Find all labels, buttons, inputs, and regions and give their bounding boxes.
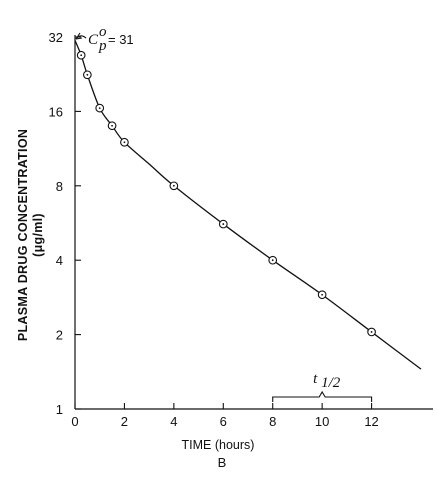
c0-annotation: C o p = 31 [75, 24, 134, 54]
data-point-center [111, 124, 113, 127]
x-tick-label: 4 [170, 414, 177, 429]
half-life-annotation: t 1/2 [272, 371, 373, 402]
x-axis-title: TIME (hours) [182, 438, 255, 452]
data-point-center [271, 259, 274, 262]
y-axis-title-line2: (μg/ml) [31, 213, 45, 257]
concentration-curve [74, 40, 422, 370]
data-point-center [123, 141, 126, 144]
y-tick-label: 2 [56, 328, 63, 343]
points-layer [76, 50, 376, 337]
y-tick-label: 32 [49, 30, 63, 45]
x-tick-label: 2 [121, 414, 128, 429]
c0-superscript: o [99, 24, 107, 40]
panel-label: B [218, 455, 227, 470]
axes [74, 35, 433, 410]
data-point-center [370, 331, 373, 333]
x-axis-ticks: 0 2 4 6 8 10 12 [71, 403, 379, 429]
y-tick-label: 1 [56, 402, 63, 417]
data-point-center [86, 73, 89, 76]
x-tick-label: 0 [71, 414, 78, 429]
y-axis-title-line1: PLASMA DRUG CONCENTRATION [16, 129, 30, 341]
c0-subscript: p [98, 38, 107, 54]
c0-value: = 31 [108, 32, 134, 47]
half-life-subscript: 1/2 [321, 375, 341, 391]
y-tick-label: 8 [56, 179, 63, 194]
y-tick-label: 4 [56, 253, 63, 268]
data-point-center [80, 54, 83, 57]
half-life-symbol: t [313, 371, 318, 387]
data-point-center [222, 223, 225, 225]
curve-layer [74, 40, 422, 370]
c0-arrowhead [75, 32, 83, 40]
half-life-bracket [272, 390, 373, 402]
data-point-center [321, 293, 324, 296]
y-tick-label: 16 [49, 104, 63, 119]
data-point-center [172, 184, 175, 187]
data-point-center [98, 107, 101, 109]
y-axis-title: PLASMA DRUG CONCENTRATION (μg/ml) [16, 129, 45, 341]
x-tick-label: 10 [315, 414, 329, 429]
y-axis-ticks: 1 2 4 8 16 32 [49, 30, 81, 417]
x-tick-label: 8 [269, 414, 276, 429]
c0-symbol: C [88, 32, 99, 48]
x-tick-label: 12 [364, 414, 378, 429]
x-tick-label: 6 [220, 414, 227, 429]
